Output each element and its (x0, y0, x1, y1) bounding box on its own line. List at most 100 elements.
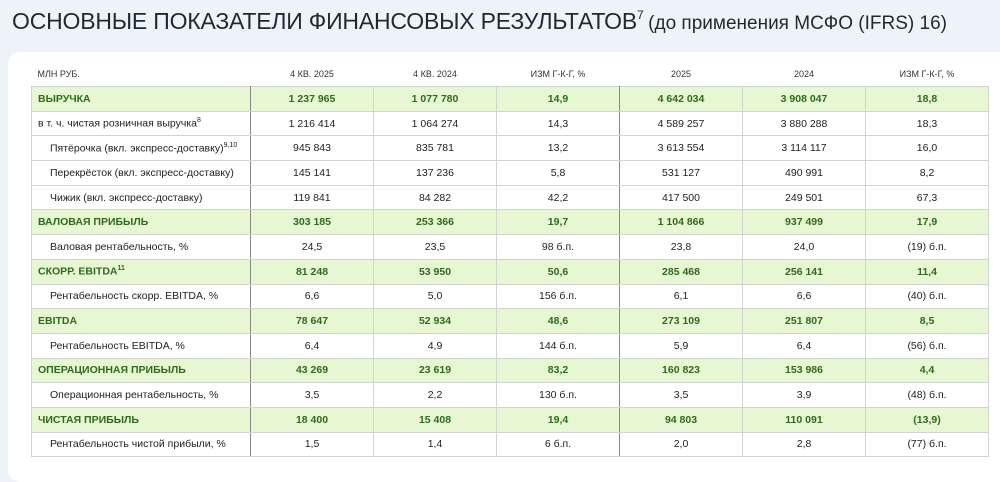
table-row: Рентабельность EBITDA, % 6,4 4,9 144 б.п. 5,… (31, 332, 989, 359)
column-header: 2024 (793, 69, 815, 79)
table-row: Пятёрочка (вкл. экспресс-доставку)9,10 94… (31, 135, 989, 162)
value-cell: 303 185 (250, 209, 374, 236)
row-label-cell: Пятёрочка (вкл. экспресс-доставку)9,10 (31, 135, 251, 162)
value-cell: 2,8 (742, 431, 866, 458)
value-cell: 5,0 (373, 283, 497, 310)
value-cell: 42,2 (496, 184, 620, 211)
value-cell: 1,4 (373, 431, 497, 458)
value-cell: 145 141 (250, 160, 374, 186)
column-header: МЛН РУБ. (37, 69, 80, 79)
value-cell: 160 823 (619, 357, 743, 384)
table-header-row: МЛН РУБ. 4 КВ. 2025 4 КВ. 2024 ИЗМ Г-К-Г, %… (32, 62, 989, 87)
value-cell: 2,2 (373, 382, 497, 408)
value-cell: 83,2 (496, 357, 620, 384)
value-cell: 19,7 (496, 209, 620, 236)
title-footnote: 7 (637, 8, 644, 22)
value-cell: 3 908 047 (742, 86, 866, 112)
value-cell: 19,4 (496, 406, 620, 433)
value-cell: 1 104 866 (619, 209, 743, 236)
row-label: Перекрёсток (вкл. экспресс-доставку) (50, 166, 234, 179)
value-cell: 50,6 (496, 258, 620, 285)
value-cell: 1 216 414 (250, 110, 374, 137)
row-label: ЧИСТАЯ ПРИБЫЛЬ (38, 413, 139, 426)
row-label-cell: Валовая рентабельность, % (31, 234, 251, 260)
value-cell: (19) б.п. (865, 234, 989, 260)
value-cell: 23 619 (373, 357, 497, 384)
value-cell: 18 400 (250, 406, 374, 433)
row-label-cell: EBITDA (31, 308, 251, 334)
value-cell: 8,5 (865, 308, 989, 334)
value-cell: 130 б.п. (496, 382, 620, 408)
row-label-cell: ЧИСТАЯ ПРИБЫЛЬ (31, 406, 251, 433)
footnote-ref: 11 (117, 265, 125, 273)
table-row: EBITDA 78 647 52 934 48,6 273 109 251 807 8,5 (31, 308, 989, 334)
column-header: ИЗМ Г-К-Г, % (899, 69, 955, 79)
value-cell: 490 991 (742, 160, 866, 186)
value-cell: 52 934 (373, 308, 497, 334)
value-cell: 24,5 (250, 234, 374, 260)
value-cell: 3 880 288 (742, 110, 866, 137)
value-cell: 5,8 (496, 160, 620, 186)
table-row: ВЫРУЧКА 1 237 965 1 077 780 14,9 4 642 034 3 … (31, 86, 989, 112)
value-cell: 1 064 274 (373, 110, 497, 137)
value-cell: 18,8 (865, 86, 989, 112)
value-cell: 84 282 (373, 184, 497, 211)
value-cell: 137 236 (373, 160, 497, 186)
value-cell: (40) б.п. (865, 283, 989, 310)
table-row: ВАЛОВАЯ ПРИБЫЛЬ 303 185 253 366 19,7 1 104 8… (31, 209, 989, 236)
row-label-cell: ВЫРУЧКА (31, 86, 251, 112)
value-cell: 4,4 (865, 357, 989, 384)
row-label-cell: в т. ч. чистая розничная выручка8 (31, 110, 251, 137)
row-label: в т. ч. чистая розничная выручка (38, 117, 197, 130)
value-cell: 6 б.п. (496, 431, 620, 458)
value-cell: (77) б.п. (865, 431, 989, 458)
column-header: 4 КВ. 2024 (413, 69, 457, 79)
row-label: Рентабельность скорр. EBITDA, % (50, 290, 219, 303)
value-cell: 4,9 (373, 332, 497, 359)
value-cell: (56) б.п. (865, 332, 989, 359)
value-cell: 78 647 (250, 308, 374, 334)
value-cell: 3,5 (250, 382, 374, 408)
value-cell: 6,4 (742, 332, 866, 359)
financial-results-table: МЛН РУБ. 4 КВ. 2025 4 КВ. 2024 ИЗМ Г-К-Г, %… (31, 62, 989, 458)
column-header: ИЗМ Г-К-Г, % (530, 69, 586, 79)
value-cell: 1 237 965 (250, 86, 374, 112)
row-label: EBITDA (38, 315, 78, 328)
value-cell: 98 б.п. (496, 234, 620, 260)
value-cell: 6,1 (619, 283, 743, 310)
value-cell: 153 986 (742, 357, 866, 384)
value-cell: 18,3 (865, 110, 989, 137)
value-cell: 249 501 (742, 184, 866, 211)
value-cell: 945 843 (250, 135, 374, 162)
value-cell: 417 500 (619, 184, 743, 211)
table-row: Чижик (вкл. экспресс-доставку) 119 841 84 … (31, 184, 989, 211)
row-label: ВЫРУЧКА (38, 92, 91, 105)
row-label-cell: Рентабельность EBITDA, % (31, 332, 251, 359)
value-cell: 4 589 257 (619, 110, 743, 137)
table-row: в т. ч. чистая розничная выручка8 1 216 4… (31, 110, 989, 137)
value-cell: 273 109 (619, 308, 743, 334)
value-cell: 24,0 (742, 234, 866, 260)
row-label-cell: СКОРР. EBITDA11 (31, 258, 251, 285)
value-cell: 15 408 (373, 406, 497, 433)
value-cell: 144 б.п. (496, 332, 620, 359)
row-label: Валовая рентабельность, % (50, 240, 189, 253)
value-cell: 119 841 (250, 184, 374, 211)
column-header: 4 КВ. 2025 (290, 69, 334, 79)
title-subtitle: (до применения МСФО (IFRS) 16) (648, 13, 947, 34)
footnote-ref: 8 (196, 117, 201, 125)
table-row: ОПЕРАЦИОННАЯ ПРИБЫЛЬ 43 269 23 619 83,2 160 … (31, 357, 989, 384)
value-cell: 13,2 (496, 135, 620, 162)
column-header: 2025 (670, 69, 692, 79)
table-row: Операционная рентабельность, % 3,5 2,2 130 … (31, 382, 989, 408)
table-row: Рентабельность чистой прибыли, % 1,5 1,4 6 … (31, 431, 989, 458)
value-cell: (13,9) (865, 406, 989, 433)
value-cell: 53 950 (373, 258, 497, 285)
value-cell: 3 114 117 (742, 135, 866, 162)
value-cell: 285 468 (619, 258, 743, 285)
value-cell: 3 613 554 (619, 135, 743, 162)
value-cell: 14,3 (496, 110, 620, 137)
page-title: ОСНОВНЫЕ ПОКАЗАТЕЛИ ФИНАНСОВЫХ РЕЗУЛЬТАТ… (12, 8, 947, 35)
row-label: ВАЛОВАЯ ПРИБЫЛЬ (38, 216, 149, 229)
value-cell: 48,6 (496, 308, 620, 334)
